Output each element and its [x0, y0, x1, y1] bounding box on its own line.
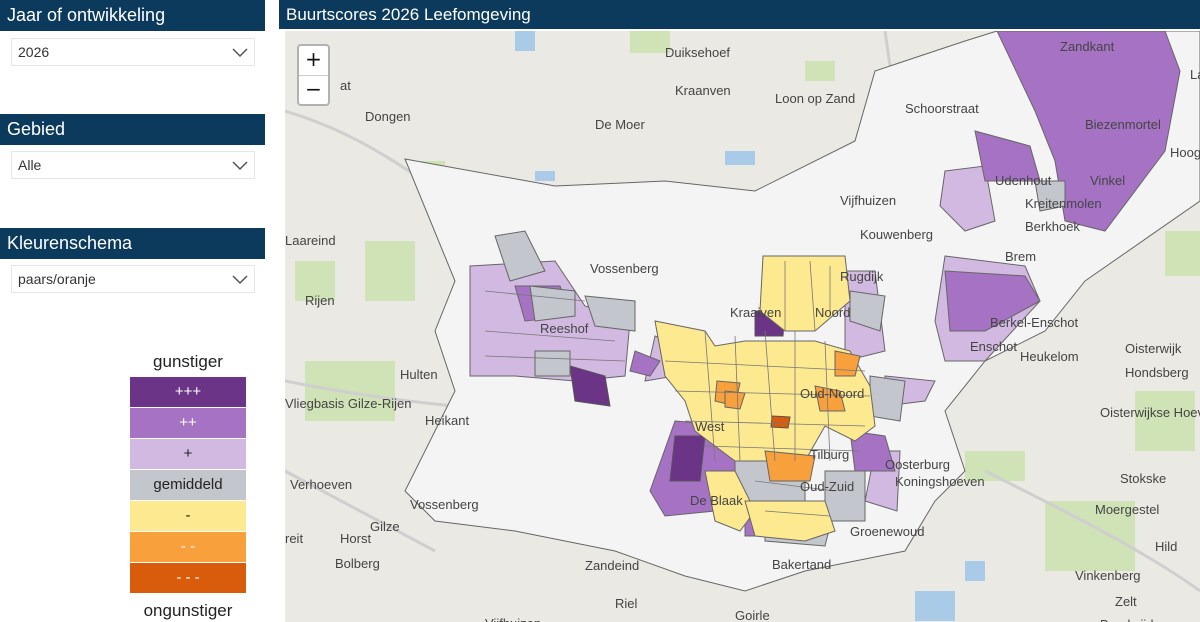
- place-label: Stokske: [1120, 471, 1166, 486]
- filter-panel: Jaar of ontwikkeling 2026 Gebied Alle Kl…: [0, 0, 276, 622]
- legend-item-7: - - -: [130, 563, 246, 593]
- place-label: Broekzijde: [1100, 617, 1161, 622]
- districts-dark-orange: [770, 415, 791, 429]
- place-label: Vossenberg: [410, 497, 479, 512]
- place-label: Kraaiven: [730, 305, 781, 320]
- districts-orange: [714, 350, 861, 482]
- place-label: Heukelom: [1020, 349, 1079, 364]
- place-label: De Moer: [595, 117, 646, 132]
- legend-item-5: -: [130, 501, 246, 531]
- place-label: Rugdijk: [840, 269, 884, 284]
- place-label: Laar: [1190, 67, 1200, 82]
- scheme-select[interactable]: paars/oranje: [11, 265, 255, 293]
- place-label: Oosterburg: [885, 457, 950, 472]
- place-label: Verhoeven: [290, 477, 352, 492]
- place-label: at: [340, 78, 351, 93]
- year-select-value: 2026: [18, 44, 50, 60]
- neighbourhood-boundaries: [484, 260, 871, 517]
- place-label: Kraanven: [675, 83, 731, 98]
- place-label: Reeshof: [540, 321, 589, 336]
- place-label: Moergestel: [1095, 502, 1159, 517]
- legend-item-2: ++: [130, 408, 246, 438]
- chevron-down-icon: [232, 48, 248, 58]
- legend-item-6: - -: [130, 532, 246, 562]
- place-label: Vliegbasis Gilze-Rijen: [285, 396, 411, 411]
- place-label: Laareind: [285, 233, 336, 248]
- map-canvas[interactable]: Duiksehoef Kraanven Loon op Zand De Moer Don…: [285, 31, 1200, 622]
- place-label: Kreitenmolen: [1025, 196, 1102, 211]
- place-label-group: Duiksehoef Kraanven Loon op Zand De Moer Don…: [285, 39, 1200, 622]
- place-label: Schoorstraat: [905, 101, 979, 116]
- place-label: Loon op Zand: [775, 91, 855, 106]
- place-label: Oud-Noord: [800, 386, 864, 401]
- place-label: Horst: [340, 531, 371, 546]
- place-label: Zelt: [1115, 594, 1137, 609]
- chevron-down-icon: [232, 275, 248, 285]
- place-label: Zandeind: [585, 558, 639, 573]
- map-title: Buurtscores 2026 Leefomgeving: [279, 0, 1200, 29]
- place-label: Brem: [1005, 249, 1036, 264]
- scheme-filter-title: Kleurenschema: [0, 228, 265, 259]
- place-label: Oisterwijk: [1125, 341, 1182, 356]
- area-filter-title: Gebied: [0, 114, 265, 145]
- area-select[interactable]: Alle: [11, 151, 255, 179]
- place-label: Hild: [1155, 539, 1177, 554]
- legend-item-4: gemiddeld: [130, 470, 246, 500]
- legend-item-1: +++: [130, 377, 246, 407]
- place-label: Kouwenberg: [860, 227, 933, 242]
- place-label: Noord: [815, 305, 850, 320]
- place-label: Hooghout: [1170, 145, 1200, 160]
- place-label: Vinkenberg: [1075, 568, 1141, 583]
- place-label: Goirle: [735, 608, 770, 622]
- zoom-out-button[interactable]: −: [305, 77, 322, 101]
- place-label: Vossenberg: [590, 261, 659, 276]
- year-filter-title: Jaar of ontwikkeling: [0, 0, 265, 31]
- place-label: Bakertand: [772, 557, 831, 572]
- place-label: Udenhout: [995, 173, 1052, 188]
- place-label: Duiksehoef: [665, 45, 730, 60]
- place-label: reit: [285, 531, 303, 546]
- place-label: Hulten: [400, 367, 438, 382]
- place-label: Tilburg: [810, 447, 849, 462]
- legend-top-label: gunstiger: [153, 352, 223, 371]
- place-label: Groenewoud: [850, 524, 924, 539]
- choropleth-map[interactable]: Duiksehoef Kraanven Loon op Zand De Moer Don…: [285, 31, 1200, 622]
- year-select[interactable]: 2026: [11, 38, 255, 66]
- place-label: Rijen: [305, 293, 335, 308]
- scheme-select-value: paars/oranje: [18, 271, 96, 287]
- place-label: Gilze: [370, 519, 400, 534]
- zoom-control: + −: [297, 44, 330, 106]
- place-label: Berkel-Enschot: [990, 315, 1079, 330]
- place-label: Riel: [615, 596, 638, 611]
- chevron-down-icon: [232, 161, 248, 171]
- place-label: Dongen: [365, 109, 411, 124]
- place-label: Zandkant: [1060, 39, 1115, 54]
- zoom-in-button[interactable]: +: [299, 46, 328, 76]
- place-label: Vijfhuizen: [485, 616, 541, 622]
- place-label: Vinkel: [1090, 173, 1125, 188]
- place-label: West: [695, 419, 725, 434]
- place-label: Heikant: [425, 413, 469, 428]
- place-label: Bolberg: [335, 556, 380, 571]
- place-label: Koningshoeven: [895, 474, 985, 489]
- place-label: De Blaak: [690, 493, 743, 508]
- place-label: Oisterwijkse Hoeven: [1100, 405, 1200, 420]
- place-label: Vijfhuizen: [840, 193, 896, 208]
- place-label: Oud-Zuid: [800, 479, 854, 494]
- area-select-value: Alle: [18, 157, 42, 173]
- legend-item-3: +: [130, 439, 246, 469]
- place-label: Biezenmortel: [1085, 117, 1161, 132]
- place-label: Hondsberg: [1125, 365, 1189, 380]
- place-label: Berkhoek: [1025, 219, 1080, 234]
- legend-bottom-label: ongunstiger: [143, 601, 233, 620]
- place-label: Enschot: [970, 339, 1017, 354]
